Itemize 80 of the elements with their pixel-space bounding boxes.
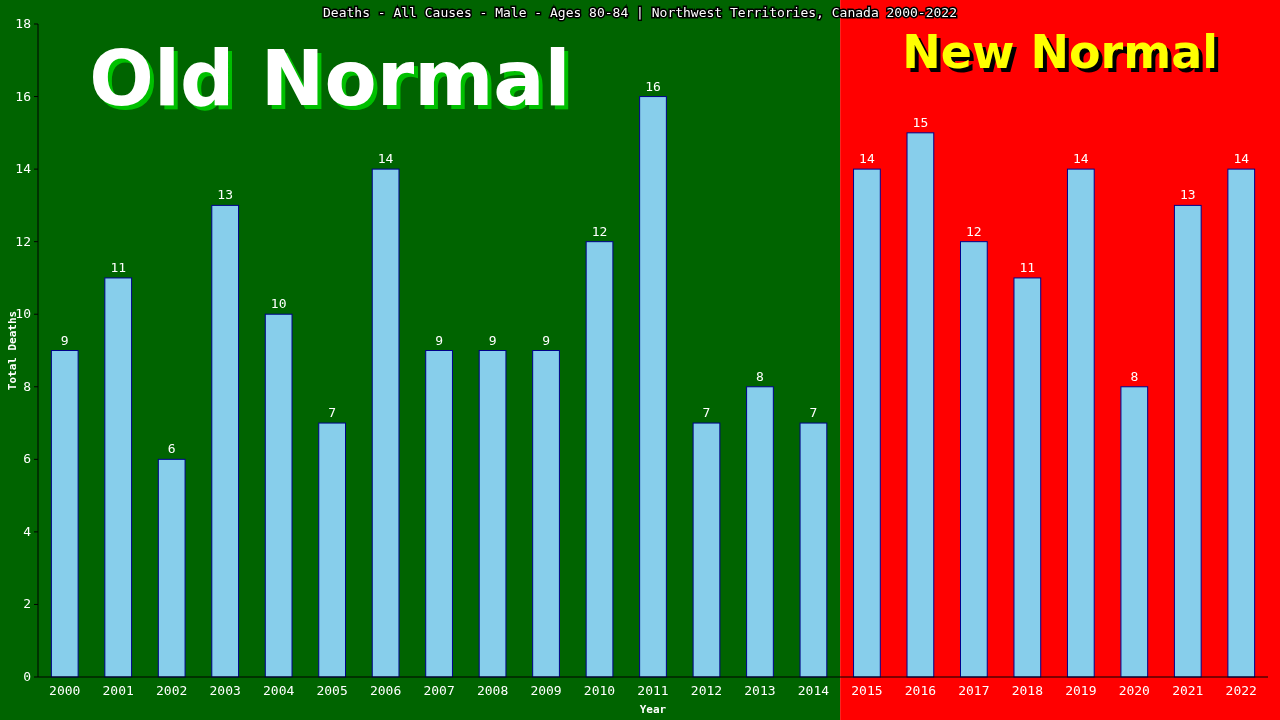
bar	[1120, 386, 1149, 678]
x-tick-label: 2011	[637, 683, 669, 698]
bar	[50, 350, 79, 678]
bar	[960, 241, 988, 678]
x-tick-label: 2010	[583, 683, 616, 698]
x-tick-label: 2012	[690, 683, 723, 698]
data-label: 14	[377, 151, 394, 167]
bar	[264, 313, 293, 678]
bar	[692, 422, 721, 678]
x-tick-label: 2013	[744, 683, 776, 698]
data-label: 9	[435, 332, 443, 348]
data-label: 15	[912, 114, 929, 130]
y-tick-label: 0	[23, 669, 31, 684]
bar	[585, 241, 614, 678]
data-label: 9	[488, 332, 497, 348]
y-tick-label: 2	[23, 596, 31, 612]
data-label: 10	[270, 296, 287, 312]
x-axis-title: Year	[639, 703, 667, 716]
x-tick-label: 2003	[209, 683, 241, 698]
x-tick-label: 2000	[49, 683, 81, 698]
x-tick-label: 2007	[423, 683, 455, 698]
x-tick-label: 2005	[316, 683, 348, 698]
y-tick-label: 14	[15, 161, 32, 177]
bar	[853, 168, 881, 678]
y-tick-label: 4	[23, 523, 32, 539]
bar	[1013, 277, 1042, 678]
x-tick-label: 2017	[958, 683, 990, 698]
bar	[157, 458, 186, 678]
bar	[104, 277, 133, 678]
data-label: 13	[217, 187, 233, 203]
bar	[211, 204, 240, 678]
x-tick-label: 2019	[1065, 683, 1097, 698]
bar	[371, 168, 400, 678]
x-tick-label: 2004	[263, 683, 295, 698]
x-tick-label: 2020	[1118, 683, 1150, 698]
data-label: 13	[1179, 187, 1196, 203]
bar	[746, 386, 774, 678]
x-tick-label: 2021	[1172, 683, 1204, 698]
data-label: 9	[60, 332, 69, 348]
data-label: 7	[809, 405, 818, 421]
x-tick-label: 2009	[530, 683, 562, 698]
data-label: 9	[542, 332, 550, 348]
bar	[906, 132, 935, 678]
x-tick-label: 2022	[1225, 683, 1257, 698]
data-label: 14	[859, 151, 875, 167]
bar	[425, 350, 453, 678]
data-label: 6	[167, 441, 176, 457]
data-label: 12	[591, 223, 608, 239]
data-label: 8	[1130, 368, 1139, 384]
x-tick-label: 2001	[102, 683, 134, 698]
bar	[1227, 168, 1256, 678]
bar	[478, 350, 507, 678]
bar	[1173, 204, 1202, 678]
bar	[532, 350, 560, 678]
data-label: 12	[966, 223, 982, 239]
bar	[1066, 168, 1095, 678]
y-tick-label: 12	[15, 233, 31, 249]
data-label: 7	[328, 405, 337, 421]
x-tick-label: 2002	[156, 683, 188, 698]
x-tick-label: 2018	[1011, 683, 1043, 698]
y-tick-label: 10	[15, 306, 31, 322]
data-label: 11	[110, 259, 127, 275]
y-tick-label: 16	[15, 88, 31, 104]
bar	[799, 422, 828, 678]
y-tick-label: 6	[23, 451, 31, 467]
data-label: 7	[702, 405, 711, 421]
data-label: 11	[1019, 259, 1036, 275]
x-tick-label: 2014	[797, 683, 830, 698]
data-label: 14	[1233, 151, 1250, 167]
x-tick-label: 2015	[851, 683, 883, 698]
data-label: 8	[756, 368, 764, 384]
x-tick-label: 2016	[904, 683, 937, 698]
y-tick-label: 8	[23, 378, 31, 394]
x-tick-label: 2006	[369, 683, 402, 698]
bar	[318, 422, 346, 678]
x-tick-label: 2008	[476, 683, 509, 698]
data-label: 14	[1073, 151, 1089, 167]
data-label: 16	[645, 78, 661, 94]
y-tick-label: 18	[15, 16, 31, 31]
bar	[639, 96, 667, 678]
